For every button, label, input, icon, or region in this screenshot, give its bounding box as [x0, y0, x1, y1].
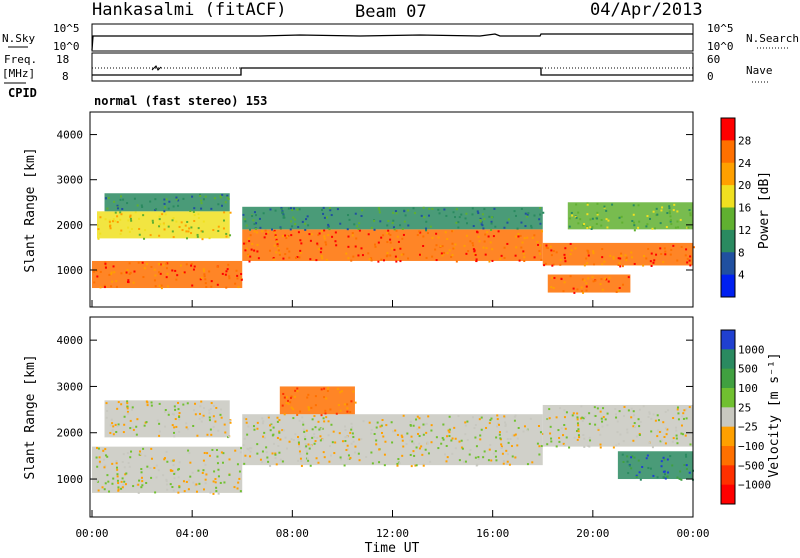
colorbar-swatch	[721, 274, 735, 298]
x-tick-label: 08:00	[276, 527, 309, 540]
echo-band	[542, 404, 693, 449]
echo-band	[104, 400, 232, 439]
noise-right-tick-top: 10^5	[707, 22, 734, 35]
colorbar-tick-label: −25	[738, 421, 758, 434]
colorbar-tick-label: 100	[738, 382, 758, 395]
echo-band	[242, 206, 545, 232]
colorbar-swatch	[721, 388, 735, 408]
colorbar-swatch	[721, 426, 735, 447]
colorbar-tick-label: 12	[738, 224, 751, 237]
colorbar-swatch	[721, 349, 735, 370]
freq-label-1: Freq.	[4, 53, 37, 66]
cpid-label: CPID	[8, 86, 37, 100]
date-title: 04/Apr/2013	[590, 0, 703, 20]
x-tick-label: 16:00	[476, 527, 509, 540]
power-colorbar-label: Power [dB]	[757, 171, 772, 249]
echo-band	[567, 202, 693, 232]
colorbar-tick-label: 20	[738, 179, 751, 192]
y-tick-label: 1000	[57, 264, 84, 277]
x-tick-label: 20:00	[576, 527, 609, 540]
noise-left-label: N.Sky	[2, 32, 35, 45]
beam-title: Beam 07	[355, 2, 427, 22]
velocity-y-axis: 4000 3000 2000 1000	[57, 334, 693, 486]
noise-left-tick-top: 10^5	[53, 22, 80, 35]
colorbar-swatch	[721, 446, 735, 466]
colorbar-tick-label: 25	[738, 401, 751, 414]
colorbar-swatch	[721, 185, 735, 208]
colorbar-swatch	[721, 330, 735, 350]
colorbar-swatch	[721, 484, 735, 505]
noise-panel: N.Sky 10^5 10^0 10^5 10^0 N.Search	[2, 22, 799, 53]
frequency-trace	[92, 67, 693, 76]
colorbar-tick-label: 8	[738, 246, 745, 259]
noise-left-tick-bottom: 10^0	[53, 40, 80, 53]
echo-band	[92, 446, 243, 495]
colorbar-swatch	[721, 162, 735, 186]
noise-trace	[91, 33, 693, 51]
velocity-heatmap	[92, 386, 694, 495]
echo-band	[617, 451, 694, 481]
noise-right-tick-bottom: 10^0	[707, 40, 734, 53]
colorbar-tick-label: 28	[738, 134, 751, 147]
colorbar-tick-label: 1000	[738, 343, 765, 356]
y-tick-label: 2000	[57, 219, 84, 232]
echo-band	[547, 274, 631, 294]
nave-tick-bottom: 0	[707, 70, 714, 83]
x-tick-label: 00:00	[75, 527, 108, 540]
colorbar-swatch	[721, 118, 735, 141]
colorbar-tick-label: −100	[738, 440, 765, 453]
nave-label: Nave	[746, 64, 773, 77]
y-tick-label: 4000	[57, 129, 84, 142]
freq-tick-bottom: 8	[62, 70, 69, 83]
velocity-panel: 4000 3000 2000 1000 Slant Range [km] 1000 50…	[23, 300, 782, 556]
colorbar-swatch	[721, 407, 735, 428]
colorbar-tick-label: −1000	[738, 479, 771, 492]
time-x-axis: 00:00 04:00 08:00 12:00 16:00 20:00 00:00	[75, 300, 710, 540]
x-tick-label: 04:00	[176, 527, 209, 540]
echo-band	[242, 229, 543, 263]
power-colorbar: 28 24 20 16 12 8 4	[720, 117, 752, 298]
y-tick-label: 3000	[57, 174, 84, 187]
colorbar-swatch	[721, 465, 735, 486]
colorbar-swatch	[721, 368, 735, 389]
colorbar-tick-label: 500	[738, 363, 758, 376]
echo-band	[92, 260, 243, 290]
colorbar-swatch	[721, 207, 735, 231]
echo-band	[104, 193, 230, 213]
colorbar-swatch	[721, 140, 735, 164]
frequency-panel: Freq. [MHz] 18 8 60 0 Nave	[2, 52, 773, 83]
noise-right-label: N.Search	[746, 32, 799, 45]
velocity-ylabel: Slant Range [km]	[23, 354, 38, 479]
colorbar-tick-label: −500	[738, 459, 765, 472]
echo-band	[242, 414, 544, 468]
colorbar-tick-label: 24	[738, 157, 752, 170]
power-ylabel: Slant Range [km]	[23, 147, 38, 272]
y-tick-label: 2000	[57, 427, 84, 440]
colorbar-swatch	[721, 229, 735, 253]
y-tick-label: 4000	[57, 334, 84, 347]
echo-band	[97, 211, 232, 241]
power-panel: 4000 3000 2000 1000 Slant Range [km] 28 24 20…	[23, 111, 772, 308]
power-heatmap	[92, 193, 695, 294]
cpid-mode: normal (fast stereo) 153	[94, 94, 267, 108]
velocity-colorbar: 1000 500 100 25 −25 −100 −500 −1000	[720, 329, 771, 505]
station-title: Hankasalmi (fitACF)	[92, 0, 286, 20]
colorbar-swatch	[721, 252, 735, 276]
x-tick-label: 12:00	[376, 527, 409, 540]
power-y-axis: 4000 3000 2000 1000	[57, 129, 693, 277]
colorbar-tick-label: 16	[738, 202, 751, 215]
freq-tick-top: 18	[56, 53, 69, 66]
x-tick-label: 00:00	[676, 527, 709, 540]
echo-band	[279, 386, 357, 417]
nave-tick-top: 60	[707, 53, 720, 66]
colorbar-tick-label: 4	[738, 269, 745, 282]
velocity-colorbar-label: Velocity [m s⁻¹]	[767, 352, 782, 477]
x-axis-label: Time UT	[365, 541, 420, 554]
freq-label-2: [MHz]	[2, 67, 35, 80]
y-tick-label: 1000	[57, 473, 84, 486]
y-tick-label: 3000	[57, 380, 84, 393]
echo-band	[542, 242, 695, 268]
